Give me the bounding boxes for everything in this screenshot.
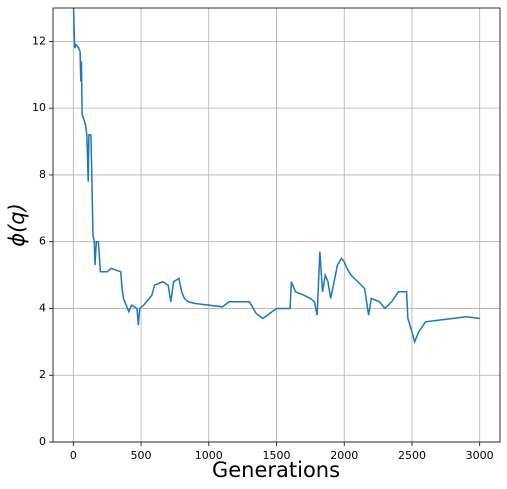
x-tick-label: 2500 (398, 449, 426, 462)
y-tick-label: 0 (39, 435, 46, 448)
y-tick-label: 6 (39, 235, 46, 248)
y-tick-label: 2 (39, 368, 46, 381)
x-tick-label: 1500 (263, 449, 291, 462)
y-tick-label: 10 (32, 101, 46, 114)
y-axis-label: ϕ(q) (5, 203, 29, 247)
x-axis-label: Generations (212, 458, 340, 482)
x-tick-label: 2000 (330, 449, 358, 462)
x-tick-label: 0 (70, 449, 77, 462)
x-tick-label: 1000 (195, 449, 223, 462)
y-tick-label: 4 (39, 301, 46, 314)
x-tick-label: 500 (131, 449, 152, 462)
x-tick-label: 3000 (466, 449, 494, 462)
y-tick-label: 12 (32, 34, 46, 47)
y-tick-label: 8 (39, 168, 46, 181)
data-line (72, 8, 480, 345)
plot-area (72, 8, 480, 345)
plot-frame (52, 7, 501, 443)
